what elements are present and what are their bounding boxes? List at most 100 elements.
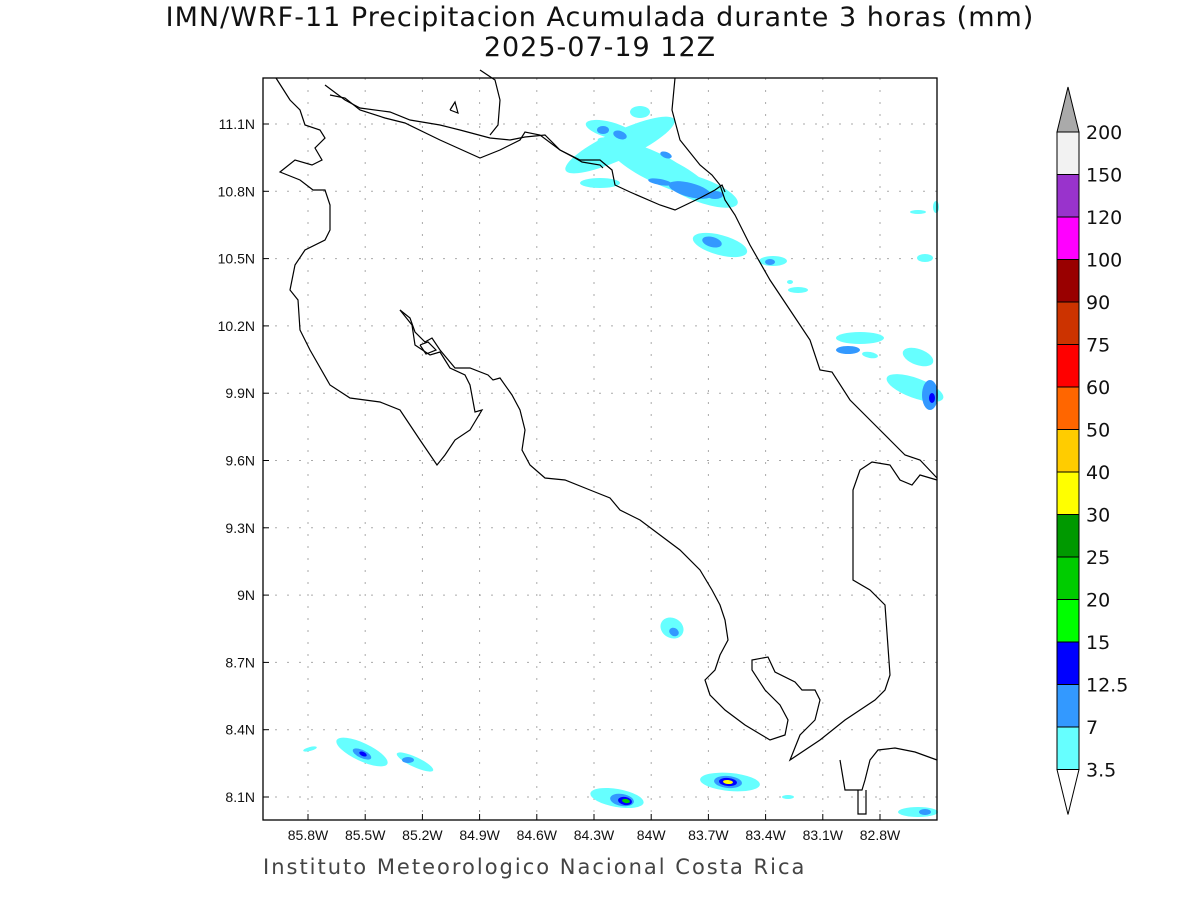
lon-label: 85.2W bbox=[402, 827, 443, 843]
colorbar-label: 60 bbox=[1086, 377, 1110, 399]
precip-area bbox=[622, 798, 630, 804]
axis-ticks: 85.8W 85.5W 85.2W 84.9W 84.6W 84.3W 84W 83.7W 83… bbox=[218, 116, 901, 843]
precip-area bbox=[669, 627, 679, 637]
coastline bbox=[275, 77, 484, 467]
colorbar-swatch bbox=[1056, 301, 1080, 345]
precip-area bbox=[396, 752, 434, 772]
precip-area bbox=[788, 287, 808, 293]
precip-area bbox=[702, 236, 722, 248]
colorbar-label: 200 bbox=[1086, 122, 1122, 144]
coastline bbox=[324, 84, 604, 169]
lon-label: 84.9W bbox=[459, 827, 500, 843]
colorbar-label: 150 bbox=[1086, 165, 1122, 187]
footer-credit: Instituto Meteorologico Nacional Costa R… bbox=[263, 855, 807, 879]
map-valid-time: 2025-07-19 12Z bbox=[483, 32, 717, 63]
precip-area bbox=[613, 130, 627, 140]
colorbar-label: 40 bbox=[1086, 462, 1110, 484]
colorbar-swatch bbox=[1056, 386, 1080, 430]
precip-area bbox=[402, 757, 414, 763]
coastline bbox=[399, 309, 938, 762]
colorbar-label: 75 bbox=[1086, 335, 1110, 357]
lon-label: 85.8W bbox=[288, 827, 329, 843]
colorbar-label: 120 bbox=[1086, 207, 1122, 229]
precip-area bbox=[787, 280, 793, 284]
colorbar-label: 15 bbox=[1086, 632, 1110, 654]
precip-area bbox=[765, 259, 775, 265]
precip-area bbox=[910, 210, 926, 214]
colorbar-swatch bbox=[1056, 599, 1080, 643]
lat-label: 8.4N bbox=[225, 722, 255, 738]
precip-area bbox=[933, 201, 939, 213]
precip-area bbox=[303, 746, 317, 752]
lat-label: 9.9N bbox=[225, 385, 255, 401]
lat-label: 10.2N bbox=[218, 318, 255, 334]
precip-area bbox=[707, 191, 723, 199]
precip-area bbox=[359, 751, 367, 757]
precipitation-contours bbox=[303, 106, 944, 817]
lon-label: 85.5W bbox=[345, 827, 386, 843]
colorbar-label: 25 bbox=[1086, 547, 1110, 569]
precip-area bbox=[862, 351, 878, 359]
map-frame bbox=[262, 77, 938, 821]
lat-label: 9N bbox=[237, 587, 255, 603]
colorbar-swatch bbox=[1056, 684, 1080, 728]
coastlines bbox=[275, 69, 938, 815]
colorbar-label: 50 bbox=[1086, 420, 1110, 442]
precip-area bbox=[580, 178, 620, 188]
lon-label: 83.7W bbox=[688, 827, 729, 843]
colorbar-label: 3.5 bbox=[1086, 760, 1116, 782]
precip-area bbox=[902, 347, 934, 367]
coastline bbox=[449, 100, 459, 114]
colorbar-label: 90 bbox=[1086, 292, 1110, 314]
precip-area bbox=[648, 178, 672, 186]
coastline bbox=[839, 747, 938, 791]
lat-label: 10.8N bbox=[218, 183, 255, 199]
lat-label: 8.1N bbox=[225, 789, 255, 805]
colorbar-label: 30 bbox=[1086, 505, 1110, 527]
lon-label: 84.3W bbox=[574, 827, 615, 843]
lat-label: 11.1N bbox=[219, 116, 255, 132]
precip-area bbox=[782, 795, 794, 799]
precip-area bbox=[630, 106, 650, 118]
precip-area bbox=[898, 807, 938, 817]
colorbar-swatch bbox=[1056, 726, 1080, 770]
colorbar-label: 12.5 bbox=[1086, 675, 1128, 697]
coastline bbox=[329, 94, 726, 211]
lon-label: 82.8W bbox=[860, 827, 901, 843]
colorbar-swatch bbox=[1056, 216, 1080, 260]
precip-area bbox=[919, 809, 931, 815]
colorbar-swatch bbox=[1056, 131, 1080, 175]
graticule bbox=[263, 78, 937, 820]
map-title: IMN/WRF-11 Precipitacion Acumulada duran… bbox=[165, 2, 1035, 33]
colorbar-swatch bbox=[1056, 429, 1080, 473]
lat-label: 8.7N bbox=[225, 654, 255, 670]
colorbar-swatch bbox=[1056, 344, 1080, 388]
colorbar-swatch bbox=[1056, 174, 1080, 218]
lon-label: 84.6W bbox=[517, 827, 558, 843]
colorbar-swatch bbox=[1056, 641, 1080, 685]
lat-label: 9.3N bbox=[225, 520, 255, 536]
colorbar-label: 20 bbox=[1086, 590, 1110, 612]
colorbar-label: 7 bbox=[1086, 717, 1098, 739]
colorbar-swatch bbox=[1056, 556, 1080, 600]
colorbar-over-arrow bbox=[1056, 86, 1080, 133]
coastline bbox=[671, 77, 938, 479]
colorbar-label: 100 bbox=[1086, 250, 1122, 272]
precip-area bbox=[836, 346, 860, 354]
lon-label: 83.1W bbox=[803, 827, 844, 843]
lon-label: 84W bbox=[637, 827, 667, 843]
precip-area bbox=[723, 779, 733, 785]
coastline bbox=[479, 69, 501, 136]
precip-area bbox=[668, 181, 712, 199]
precip-area bbox=[917, 254, 933, 262]
colorbar-swatch bbox=[1056, 471, 1080, 515]
lat-label: 10.5N bbox=[218, 251, 255, 267]
colorbar-swatch bbox=[1056, 259, 1080, 303]
lat-label: 9.6N bbox=[225, 453, 255, 469]
coastline bbox=[857, 790, 867, 815]
colorbar-under-arrow bbox=[1056, 769, 1080, 815]
colorbar-swatch bbox=[1056, 514, 1080, 558]
precip-area bbox=[660, 151, 672, 159]
precip-area bbox=[836, 332, 884, 344]
precip-area bbox=[597, 126, 609, 134]
